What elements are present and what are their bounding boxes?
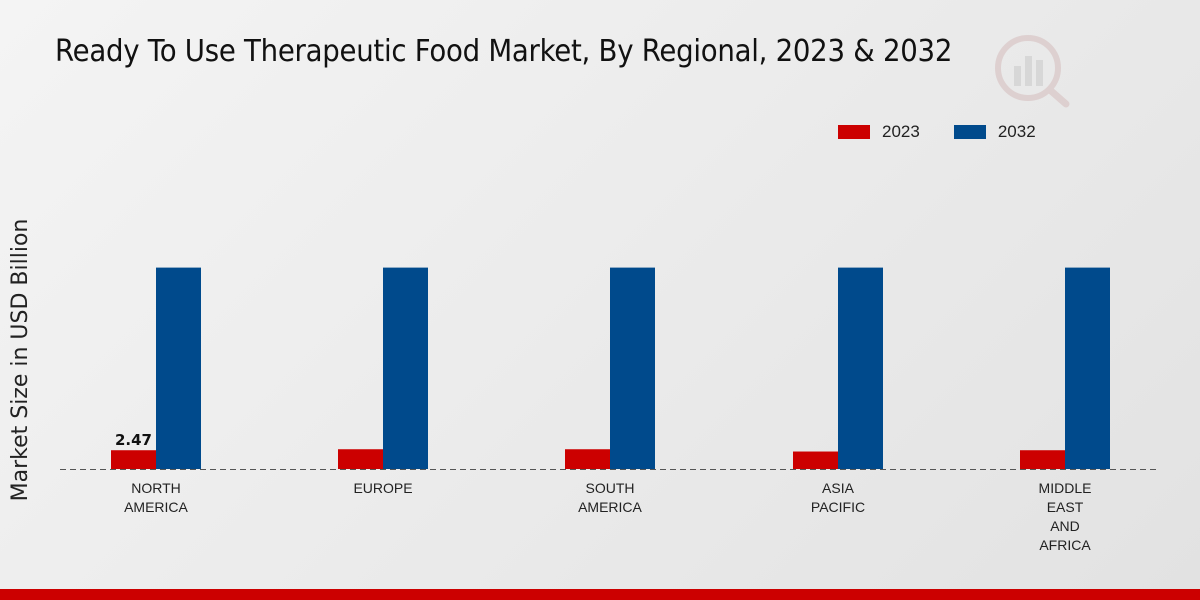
y-axis-label: Market Size in USD Billion	[8, 219, 33, 502]
watermark-logo-icon	[995, 35, 1070, 108]
bar-2032-3	[838, 267, 883, 469]
chart-title: Ready To Use Therapeutic Food Market, By…	[55, 34, 953, 69]
bar-2032-1	[383, 267, 428, 469]
bar-2023-2	[565, 449, 610, 469]
x-tick-label-3: ASIA PACIFIC	[811, 480, 865, 515]
legend-swatch-2032	[953, 125, 986, 139]
x-tick-label-4: MIDDLE EAST AND AFRICA	[1039, 480, 1092, 553]
bar-2023-1	[338, 449, 383, 469]
bar-2032-4	[1065, 267, 1110, 469]
legend-item-2023: 2023	[838, 122, 920, 142]
footer-bar	[0, 589, 1200, 600]
x-tick-label-1: EUROPE	[353, 480, 412, 496]
chart-legend: 2023 2032	[838, 122, 1036, 142]
bar-2032-2	[610, 267, 655, 469]
legend-item-2032: 2032	[953, 122, 1036, 142]
legend-label-2023: 2023	[882, 122, 920, 141]
x-tick-label-0: NORTH AMERICA	[124, 480, 188, 515]
bar-2023-0	[111, 450, 156, 469]
bar-2023-3	[793, 451, 838, 469]
data-label-0-0: 2.47	[115, 431, 152, 449]
legend-label-2032: 2032	[997, 122, 1036, 141]
x-tick-label-2: SOUTH AMERICA	[578, 480, 642, 515]
bar-2023-4	[1020, 450, 1065, 469]
legend-swatch-2023	[838, 125, 870, 139]
bar-2032-0	[156, 267, 201, 469]
